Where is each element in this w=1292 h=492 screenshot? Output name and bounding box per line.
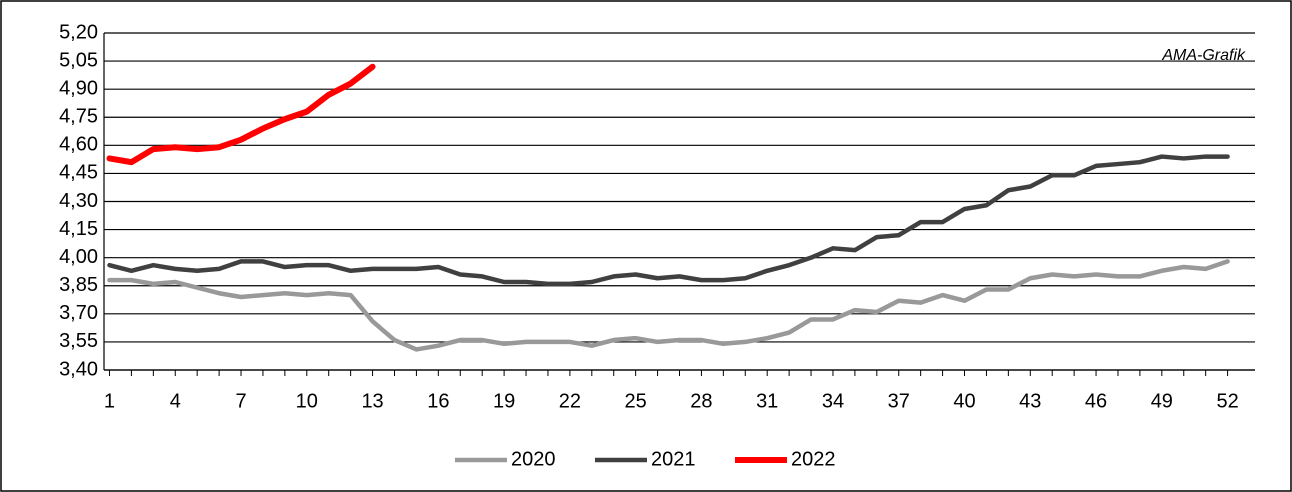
y-tick-label: 4,30 bbox=[59, 190, 98, 212]
x-tick-label: 10 bbox=[296, 390, 318, 412]
line-series bbox=[107, 154, 1230, 287]
y-tick-label: 4,60 bbox=[59, 134, 98, 156]
x-tick-label: 28 bbox=[690, 390, 712, 412]
x-tick-label: 34 bbox=[822, 390, 844, 412]
line-series bbox=[106, 63, 376, 166]
y-tick-label: 3,40 bbox=[59, 358, 98, 380]
annotation: AMA-Grafik bbox=[1161, 47, 1246, 64]
x-tick-label: 25 bbox=[625, 390, 647, 412]
y-tick-label: 4,00 bbox=[59, 246, 98, 268]
y-tick-label: 3,85 bbox=[59, 274, 98, 296]
line-series bbox=[107, 259, 1230, 352]
x-tick-label: 13 bbox=[361, 390, 383, 412]
y-tick-label: 5,05 bbox=[59, 49, 98, 71]
x-tick-label: 31 bbox=[756, 390, 778, 412]
x-tick-label: 46 bbox=[1085, 390, 1107, 412]
y-tick-label: 4,75 bbox=[59, 106, 98, 128]
x-tick-label: 43 bbox=[1019, 390, 1041, 412]
y-tick-label: 3,55 bbox=[59, 330, 98, 352]
x-tick-label: 37 bbox=[888, 390, 910, 412]
y-tick-label: 4,45 bbox=[59, 162, 98, 184]
x-tick-label: 16 bbox=[427, 390, 449, 412]
x-tick-label: 7 bbox=[235, 390, 246, 412]
x-tick-label: 1 bbox=[104, 390, 115, 412]
y-tick-label: 3,70 bbox=[59, 302, 98, 324]
y-tick-label: 5,20 bbox=[59, 21, 98, 43]
y-tick-label: 4,90 bbox=[59, 77, 98, 99]
y-tick-label: 4,15 bbox=[59, 218, 98, 240]
x-tick-label: 19 bbox=[493, 390, 515, 412]
x-tick-label: 22 bbox=[559, 390, 581, 412]
x-tick-label: 4 bbox=[170, 390, 181, 412]
legend-label: 2020 bbox=[511, 448, 556, 470]
x-tick-label: 49 bbox=[1151, 390, 1173, 412]
x-tick-label: 40 bbox=[953, 390, 975, 412]
legend-label: 2021 bbox=[651, 448, 696, 470]
x-tick-label: 52 bbox=[1216, 390, 1238, 412]
legend-label: 2022 bbox=[791, 448, 836, 470]
